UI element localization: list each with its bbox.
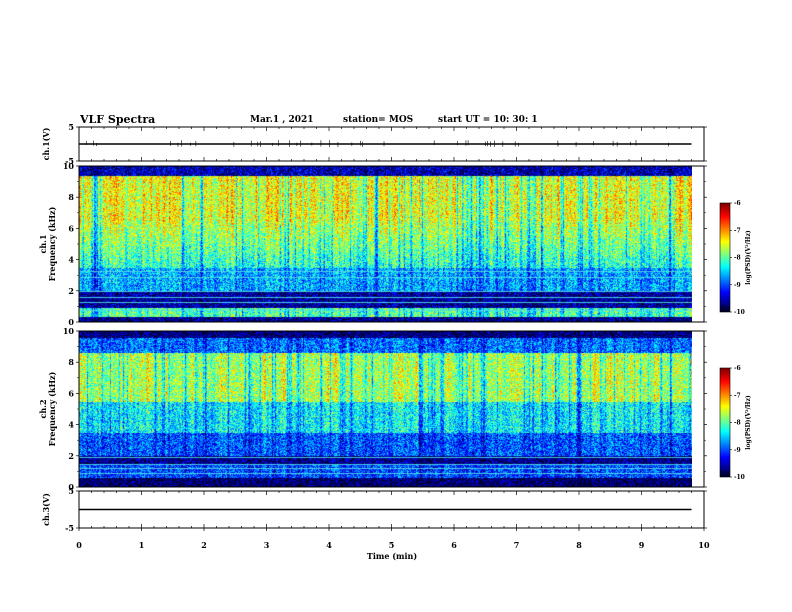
start-time-label: start UT = 10: 30: 1 bbox=[438, 115, 538, 125]
y-tick-label: 8 bbox=[68, 192, 74, 202]
colorbar-tick-label: -6 bbox=[734, 200, 741, 207]
colorbar-label: log(PSD)(V²/Hz) bbox=[745, 230, 752, 285]
x-tick-label: 2 bbox=[201, 540, 207, 550]
y-tick-label: 0 bbox=[68, 317, 74, 327]
y-tick-label: 10 bbox=[63, 326, 75, 336]
y-tick-label: 2 bbox=[68, 451, 74, 461]
colorbar-tick-label: -9 bbox=[734, 447, 741, 454]
panel-3: -6 -7 -8 -9 -10 log(PSD)(V²/Hz) 0 2 4 6 8 10 ch.2 Fre… bbox=[38, 326, 752, 492]
colorbar-tick-label: -7 bbox=[734, 227, 741, 234]
colorbar-tick-label: -10 bbox=[734, 309, 745, 316]
panels: -5 5 ch.1(V) -6 -7 -8 -9 -10 log(PSD)(V²/Hz) 0 2 4 6… bbox=[38, 122, 752, 550]
y-axis-label: ch.3(V) bbox=[41, 493, 51, 526]
y-tick-label: -5 bbox=[65, 156, 74, 166]
y-axis-label: ch.2 bbox=[38, 399, 48, 418]
x-tick-label: 5 bbox=[389, 540, 395, 550]
date-label: Mar.1 , 2021 bbox=[250, 115, 314, 125]
y-tick-label: -5 bbox=[65, 523, 74, 533]
colorbar-tick-label: -7 bbox=[734, 392, 741, 399]
colorbar-2 bbox=[720, 368, 730, 477]
x-tick-label: 7 bbox=[514, 540, 520, 550]
y-tick-label: 6 bbox=[68, 388, 74, 398]
x-tick-label: 4 bbox=[326, 540, 332, 550]
y-axis-label: Frequency (kHz) bbox=[47, 206, 57, 281]
colorbar-tick-label: -9 bbox=[734, 282, 741, 289]
y-axis-label: ch.1 bbox=[38, 234, 48, 253]
x-tick-label: 9 bbox=[639, 540, 645, 550]
panel-1: -5 5 ch.1(V) bbox=[41, 122, 707, 166]
colorbar-1 bbox=[720, 203, 730, 312]
x-axis-label: Time (min) bbox=[367, 551, 417, 561]
y-tick-label: 4 bbox=[68, 420, 74, 430]
spectrogram-2 bbox=[79, 331, 692, 487]
panel-4: -5 5 ch.3(V) 0 1 2 3 4 5 6 7 8 9 10 bbox=[41, 486, 710, 550]
colorbar-tick-label: -8 bbox=[734, 255, 741, 262]
figure-title: VLF Spectra bbox=[79, 113, 155, 126]
x-tick-label: 3 bbox=[264, 540, 270, 550]
y-tick-label: 4 bbox=[68, 255, 74, 265]
station-label: station= MOS bbox=[343, 115, 413, 125]
spectrogram-1 bbox=[79, 166, 692, 322]
colorbar-tick-label: -8 bbox=[734, 420, 741, 427]
y-tick-label: 5 bbox=[68, 486, 74, 496]
y-tick-label: 2 bbox=[68, 286, 74, 296]
colorbar-tick-label: -6 bbox=[734, 365, 741, 372]
x-tick-label: 0 bbox=[76, 540, 82, 550]
x-tick-label: 10 bbox=[698, 540, 710, 550]
y-tick-label: 0 bbox=[68, 482, 74, 492]
x-tick-label: 1 bbox=[139, 540, 145, 550]
y-tick-label: 6 bbox=[68, 223, 74, 233]
x-tick-label: 8 bbox=[576, 540, 582, 550]
y-tick-label: 8 bbox=[68, 357, 74, 367]
panel-2: -6 -7 -8 -9 -10 log(PSD)(V²/Hz) 0 2 4 6 8 10 ch.1 Fre… bbox=[38, 161, 752, 327]
y-axis-label: Frequency (kHz) bbox=[47, 371, 57, 446]
x-tick-label: 6 bbox=[451, 540, 457, 550]
y-axis-label: ch.1(V) bbox=[41, 127, 51, 160]
colorbar-tick-label: -10 bbox=[734, 474, 745, 481]
colorbar-label: log(PSD)(V²/Hz) bbox=[745, 395, 752, 450]
y-tick-label: 10 bbox=[63, 161, 75, 171]
y-tick-label: 5 bbox=[68, 122, 74, 132]
